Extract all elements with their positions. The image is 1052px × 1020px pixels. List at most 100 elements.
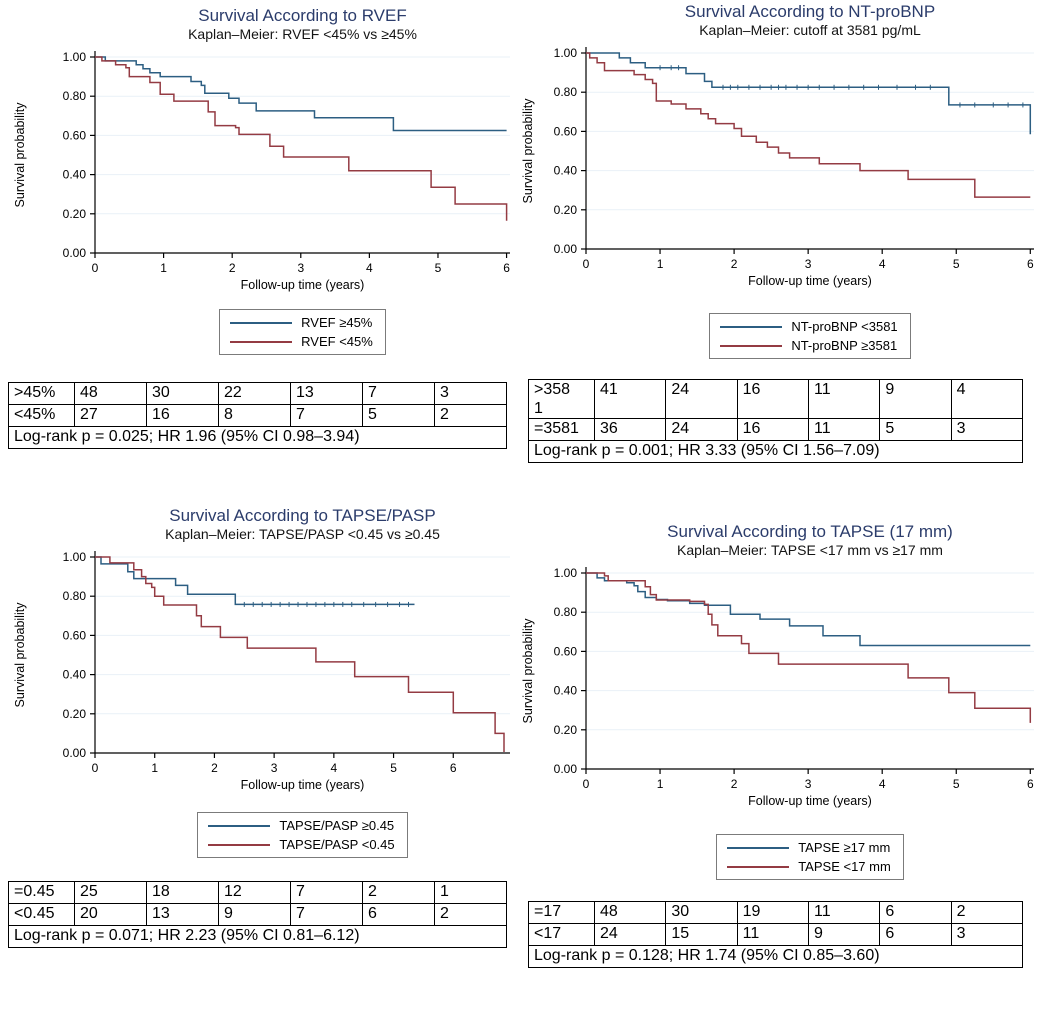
at-risk-count: 22 [218, 382, 291, 405]
legend-wrap: TAPSE/PASP ≥0.45 TAPSE/PASP <0.45 [8, 812, 520, 858]
risk-table-ntprobnp: >358 1 41 24 16 11 9 4 =3581 36 24 16 11 5 3 Log-rank … [528, 379, 1023, 463]
y-tick-label: 0.20 [554, 203, 578, 217]
risk-table-row: =0.45 25 18 12 7 2 1 [8, 881, 507, 904]
red-line-swatch [208, 843, 271, 846]
y-tick-label: 0.80 [554, 605, 578, 619]
legend-row: TAPSE ≥17 mm [727, 840, 891, 855]
risk-table-rvef: >45% 48 30 22 13 7 3 <45% 27 16 8 7 5 2 Log-rank p = 0… [8, 382, 507, 449]
legend-row: NT-proBNP ≥3581 [720, 338, 897, 353]
axes: 1.00 0.80 0.60 0.40 0.20 0.00 0 1 2 3 4 5 6 [554, 46, 1034, 271]
at-risk-count: 16 [736, 418, 809, 441]
blue-line-swatch [720, 325, 783, 328]
y-tick-label: 0.40 [554, 164, 578, 178]
at-risk-count: 25 [74, 881, 147, 904]
stats-footer-row: Log-rank p = 0.001; HR 3.33 (95% CI 1.56… [528, 440, 1023, 463]
chart-subtitle: Kaplan–Meier: cutoff at 3581 pg/mL [699, 22, 921, 38]
at-risk-count: 11 [807, 901, 881, 924]
y-axis-label: Survival probability [13, 102, 27, 208]
gridlines [586, 572, 1034, 731]
y-tick-label: 0.20 [63, 707, 87, 721]
at-risk-count: 36 [593, 418, 667, 441]
axes: 1.00 0.80 0.60 0.40 0.20 0.00 0 1 2 3 4 5 6 [554, 566, 1034, 791]
at-risk-count: 30 [146, 382, 219, 405]
at-risk-count: 3 [950, 923, 1023, 946]
x-tick-label: 5 [953, 777, 960, 791]
group-label: <17 [528, 923, 595, 946]
at-risk-count: 7 [290, 903, 363, 926]
risk-table-row: =3581 36 24 16 11 5 3 [528, 418, 1023, 441]
at-risk-count: 48 [593, 901, 667, 924]
x-tick-label: 0 [583, 257, 590, 271]
at-risk-count: 2 [434, 404, 507, 427]
x-axis-label: Follow-up time (years) [241, 278, 365, 292]
legend-wrap: NT-proBNP <3581 NT-proBNP ≥3581 [516, 313, 1040, 359]
x-tick-label: 5 [390, 761, 397, 775]
x-tick-label: 4 [331, 761, 338, 775]
legend-row: NT-proBNP <3581 [720, 319, 898, 334]
at-risk-count: 9 [879, 379, 952, 419]
at-risk-count: 48 [74, 382, 147, 405]
y-tick-label: 0.00 [63, 246, 87, 260]
y-tick-label: 0.60 [554, 644, 578, 658]
at-risk-count: 13 [290, 382, 363, 405]
axes: 1.00 0.80 0.60 0.40 0.20 0.00 0 1 2 3 4 5 6 [63, 50, 511, 275]
risk-table-tapse17: =17 48 30 19 11 6 2 <17 24 15 11 9 6 3 Log-rank p = 0.… [528, 901, 1023, 968]
at-risk-count: 2 [950, 901, 1023, 924]
at-risk-count: 5 [879, 418, 952, 441]
group-label: =0.45 [8, 881, 75, 904]
group-label: =3581 [528, 418, 595, 441]
at-risk-count: 15 [665, 923, 738, 946]
y-tick-label: 0.80 [554, 85, 578, 99]
logrank-hr-text: Log-rank p = 0.128; HR 1.74 (95% CI 0.85… [528, 945, 1023, 968]
km-plot-ntprobnp: 1.00 0.80 0.60 0.40 0.20 0.00 0 1 2 3 4 5 6 Follow-up… [521, 46, 1034, 288]
km-curve-red [95, 56, 508, 221]
x-tick-label: 1 [657, 777, 664, 791]
legend-tapse17: TAPSE ≥17 mm TAPSE <17 mm [716, 834, 904, 880]
blue-line-swatch [208, 824, 271, 827]
panel-tapse17: Survival According to TAPSE (17 mm) Kapl… [516, 522, 1040, 968]
x-tick-label: 0 [583, 777, 590, 791]
at-risk-count: 16 [736, 379, 809, 419]
at-risk-count: 7 [290, 881, 363, 904]
logrank-hr-text: Log-rank p = 0.025; HR 1.96 (95% CI 0.98… [8, 426, 507, 449]
x-tick-label: 6 [1027, 257, 1034, 271]
risk-table-row: >358 1 41 24 16 11 9 4 [528, 379, 1023, 419]
at-risk-count: 19 [736, 901, 809, 924]
chart-subtitle: Kaplan–Meier: RVEF <45% vs ≥45% [188, 26, 417, 42]
gridlines [95, 556, 510, 715]
at-risk-count: 13 [146, 903, 219, 926]
x-tick-label: 5 [953, 257, 960, 271]
legend-tapse-pasp: TAPSE/PASP ≥0.45 TAPSE/PASP <0.45 [197, 812, 408, 858]
at-risk-count: 24 [665, 418, 738, 441]
at-risk-count: 9 [807, 923, 881, 946]
at-risk-count: 11 [807, 379, 881, 419]
at-risk-count: 1 [434, 881, 507, 904]
group-label: >358 1 [528, 379, 595, 419]
at-risk-count: 4 [950, 379, 1023, 419]
at-risk-count: 27 [74, 404, 147, 427]
chart-title: Survival According to NT-proBNP [684, 2, 936, 21]
y-tick-label: 1.00 [63, 550, 87, 564]
x-tick-label: 2 [211, 761, 218, 775]
km-plot-rvef: 1.00 0.80 0.60 0.40 0.20 0.00 0 1 2 3 4 5 6 Follow-up… [13, 50, 511, 292]
at-risk-count: 20 [74, 903, 147, 926]
y-tick-label: 0.80 [63, 89, 87, 103]
panel-tapse-pasp: Survival According to TAPSE/PASP Kaplan–… [8, 506, 520, 948]
y-axis-label: Survival probability [13, 602, 27, 708]
chart-subtitle: Kaplan–Meier: TAPSE/PASP <0.45 vs ≥0.45 [165, 526, 440, 542]
y-tick-label: 0.60 [63, 628, 87, 642]
at-risk-count: 18 [146, 881, 219, 904]
y-tick-label: 0.40 [554, 684, 578, 698]
blue-line-swatch [230, 321, 293, 324]
x-tick-label: 2 [731, 257, 738, 271]
km-curve-red [586, 52, 1031, 198]
legend-row: TAPSE <17 mm [727, 859, 891, 874]
legend-label: RVEF ≥45% [301, 315, 373, 330]
y-tick-label: 1.00 [63, 50, 87, 64]
x-tick-label: 1 [657, 257, 664, 271]
km-curve-blue [586, 572, 1031, 647]
legend-row: TAPSE/PASP ≥0.45 [208, 818, 394, 833]
legend-label: NT-proBNP ≥3581 [791, 338, 898, 353]
group-label: <0.45 [8, 903, 75, 926]
y-tick-label: 0.20 [63, 207, 87, 221]
